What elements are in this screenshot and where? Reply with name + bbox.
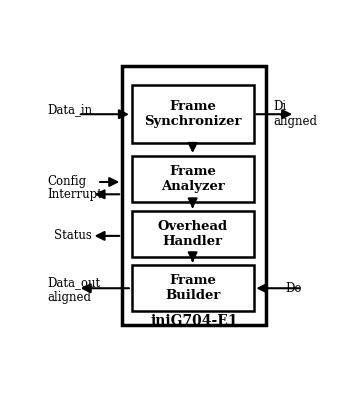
- Bar: [122, 66, 266, 325]
- Text: Interrupt: Interrupt: [47, 188, 102, 201]
- Text: Status: Status: [54, 229, 92, 242]
- Bar: [132, 211, 253, 258]
- Text: Di
aligned: Di aligned: [273, 100, 317, 128]
- Text: Frame
Analyzer: Frame Analyzer: [161, 165, 225, 193]
- Text: Data_out
aligned: Data_out aligned: [47, 276, 101, 304]
- Bar: [132, 85, 253, 144]
- Bar: [132, 156, 253, 202]
- Text: Frame
Synchronizer: Frame Synchronizer: [144, 100, 241, 128]
- Text: Data_in: Data_in: [47, 103, 92, 116]
- Text: Do: Do: [285, 282, 302, 295]
- Text: Overhead
Handler: Overhead Handler: [157, 220, 228, 248]
- Text: Config: Config: [47, 176, 86, 188]
- Text: iniG704-E1: iniG704-E1: [150, 314, 238, 328]
- Bar: [132, 265, 253, 311]
- Text: Frame
Builder: Frame Builder: [165, 274, 220, 302]
